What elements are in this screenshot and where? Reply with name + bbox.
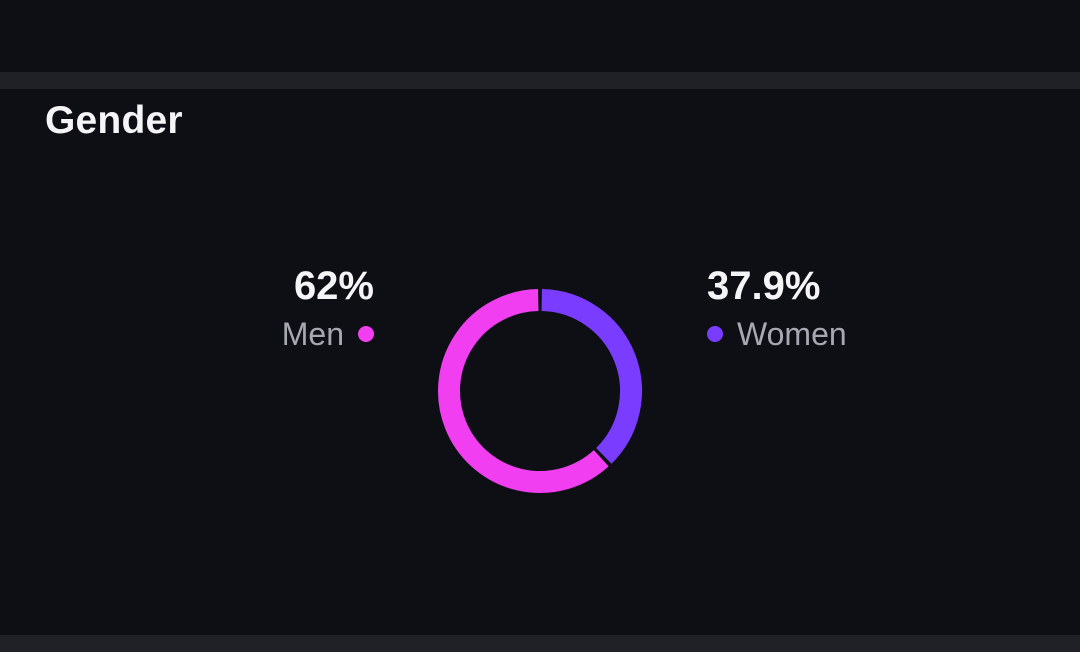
section-divider-bottom: [0, 635, 1080, 652]
top-panel: [0, 0, 1080, 72]
women-legend: Women: [707, 316, 847, 352]
donut-slice-men: [438, 289, 609, 493]
section-title: Gender: [45, 99, 183, 142]
women-percentage: 37.9%: [707, 264, 821, 308]
gender-donut-chart: [438, 289, 642, 493]
men-label: Men: [281, 316, 344, 352]
section-divider-top: [0, 72, 1080, 89]
women-dot-icon: [707, 326, 723, 342]
men-percentage: 62%: [293, 264, 374, 308]
donut-slice-women: [541, 289, 642, 464]
women-stat: 37.9% Women: [707, 264, 847, 352]
men-stat: 62% Men: [282, 264, 374, 352]
women-label: Women: [737, 316, 847, 352]
men-dot-icon: [358, 326, 374, 342]
gender-card: [0, 89, 1080, 635]
men-legend: Men: [282, 316, 374, 352]
donut-slices: [438, 289, 642, 493]
